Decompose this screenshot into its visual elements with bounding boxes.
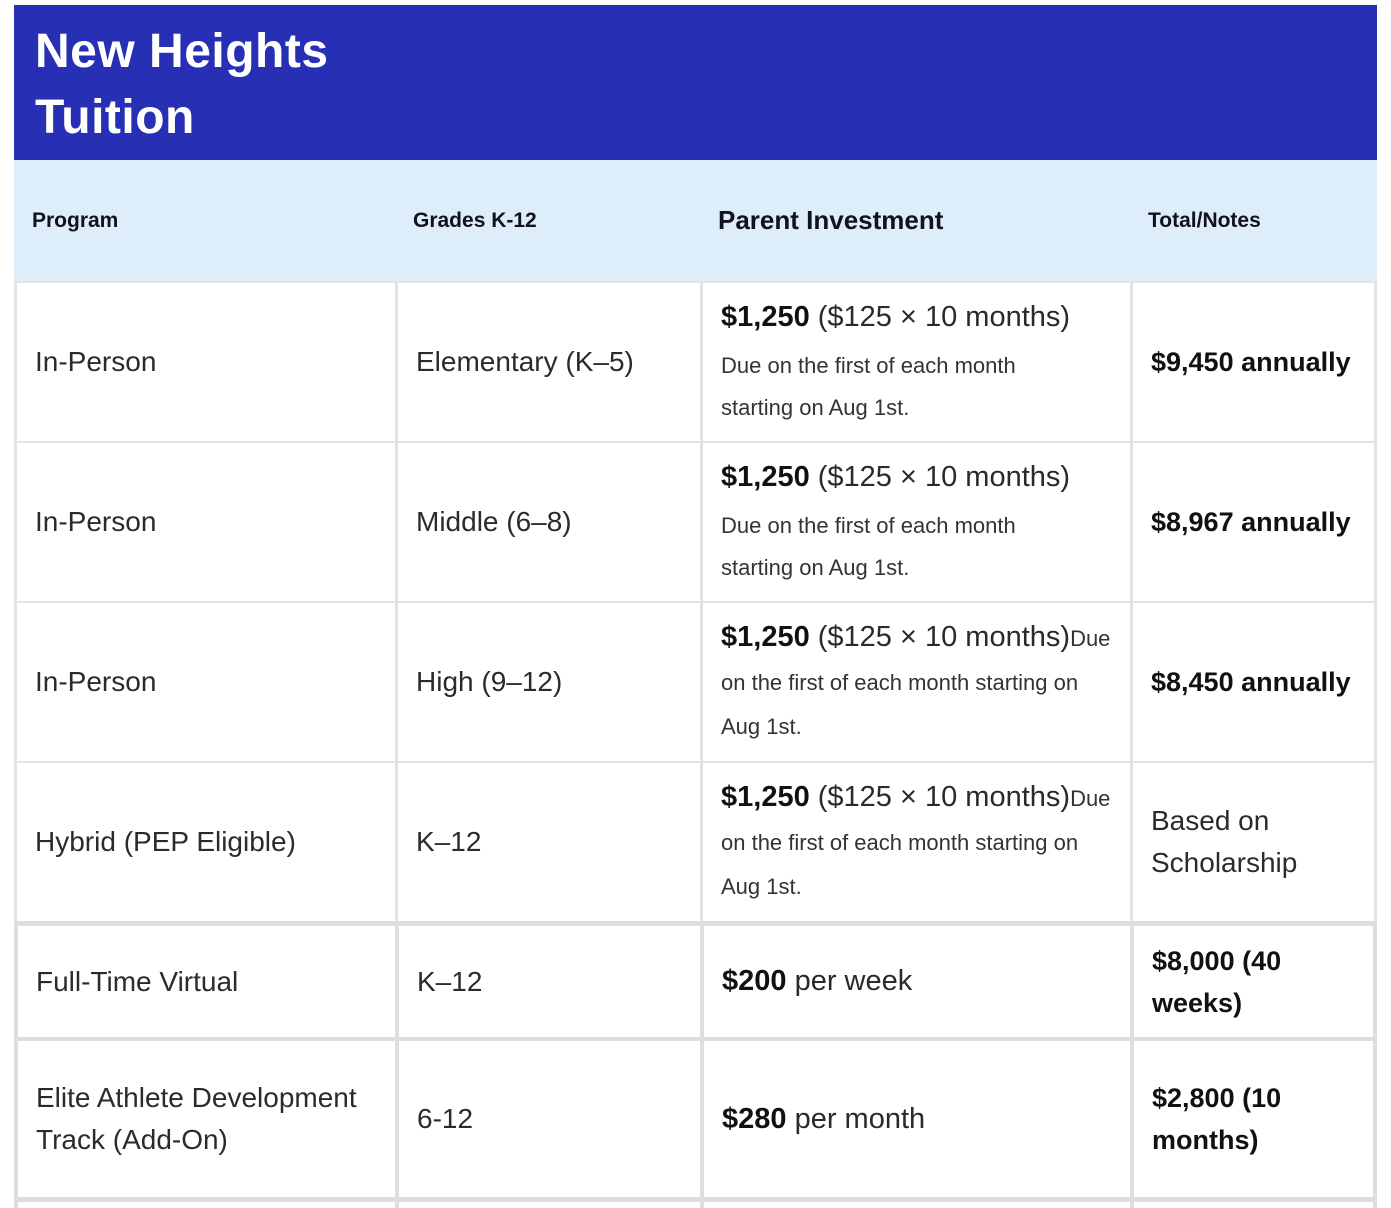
cell-grades [395,1202,700,1208]
cell-program: In-Person [14,443,395,601]
table-header-row: Program Grades K-12 Parent Investment To… [14,160,1377,281]
investment-due-note: Due on the first of each month starting … [721,626,1111,739]
investment-due-note: Due on the first of each month starting … [721,786,1111,899]
cell-grades: K–12 [395,763,700,921]
cell-grades: High (9–12) [395,603,700,761]
cell-program: Full-Time Virtual [14,926,395,1037]
investment-price-line: $1,250 ($125 × 10 months)Due on the firs… [721,621,1111,739]
tuition-table-body-main: In-Person Elementary (K–5) $1,250 ($125 … [14,281,1377,921]
column-header-parent-investment: Parent Investment [718,205,944,235]
cell-program: In-Person [14,603,395,761]
cell-program: Elite Athlete Development Track (Add-On) [14,1041,395,1197]
cell-total-notes [1130,1202,1373,1208]
cell-total-notes: $8,000 (40 weeks) [1130,926,1373,1037]
column-header-grades: Grades K-12 [413,208,537,232]
page-title-line2: Tuition [35,91,195,144]
cell-parent-investment: $280 per month [700,1041,1130,1197]
page-title: New Heights Tuition [35,19,1377,151]
cell-program: In-Person [14,283,395,441]
cell-grades: Middle (6–8) [395,443,700,601]
investment-price-line: $1,250 ($125 × 10 months)Due on the firs… [721,781,1111,899]
table-row-elite-athlete: Elite Athlete Development Track (Add-On)… [14,1037,1377,1197]
tuition-table: New Heights Tuition Program Grades K-12 … [14,5,1377,1208]
cell-parent-investment: $200 per week [700,926,1130,1037]
cell-parent-investment: $1,250 ($125 × 10 months) Due on the fir… [700,443,1130,601]
investment-price-line: $280 per month [722,1102,926,1135]
cell-program: Hybrid (PEP Eligible) [14,763,395,921]
investment-due-note: Due on the first of each month starting … [721,352,1016,420]
column-header-program: Program [32,208,119,232]
cell-total-notes: $8,967 annually [1130,443,1374,601]
cell-total-notes: Based on Scholarship [1130,763,1374,921]
investment-price-line: $1,250 ($125 × 10 months) [721,300,1071,333]
cell-grades: Elementary (K–5) [395,283,700,441]
cell-grades: 6-12 [395,1041,700,1197]
table-row-in-person-elementary: In-Person Elementary (K–5) $1,250 ($125 … [14,281,1377,441]
cell-program [14,1202,395,1208]
investment-due-note: Due on the first of each month starting … [721,512,1016,580]
table-row-hybrid: Hybrid (PEP Eligible) K–12 $1,250 ($125 … [14,761,1377,921]
cell-grades: K–12 [395,926,700,1037]
cell-parent-investment: $1,250 ($125 × 10 months)Due on the firs… [700,603,1130,761]
investment-price-line: $200 per week [722,965,913,997]
investment-price-line: $1,250 ($125 × 10 months) [721,460,1071,493]
cell-parent-investment: $1,250 ($125 × 10 months) Due on the fir… [700,283,1130,441]
cell-parent-investment [700,1202,1130,1208]
tuition-table-body-secondary: Full-Time Virtual K–12 $200 per week $8,… [14,921,1377,1208]
page-title-line1: New Heights [35,25,329,78]
table-row-full-time-virtual: Full-Time Virtual K–12 $200 per week $8,… [14,921,1377,1037]
title-banner: New Heights Tuition [14,5,1377,160]
cell-total-notes: $9,450 annually [1130,283,1374,441]
cell-total-notes: $8,450 annually [1130,603,1374,761]
cell-parent-investment: $1,250 ($125 × 10 months)Due on the firs… [700,763,1130,921]
table-row-in-person-high: In-Person High (9–12) $1,250 ($125 × 10 … [14,601,1377,761]
table-row-partial [14,1197,1377,1208]
cell-total-notes: $2,800 (10 months) [1130,1041,1373,1197]
table-row-in-person-middle: In-Person Middle (6–8) $1,250 ($125 × 10… [14,441,1377,601]
column-header-total-notes: Total/Notes [1148,208,1261,232]
